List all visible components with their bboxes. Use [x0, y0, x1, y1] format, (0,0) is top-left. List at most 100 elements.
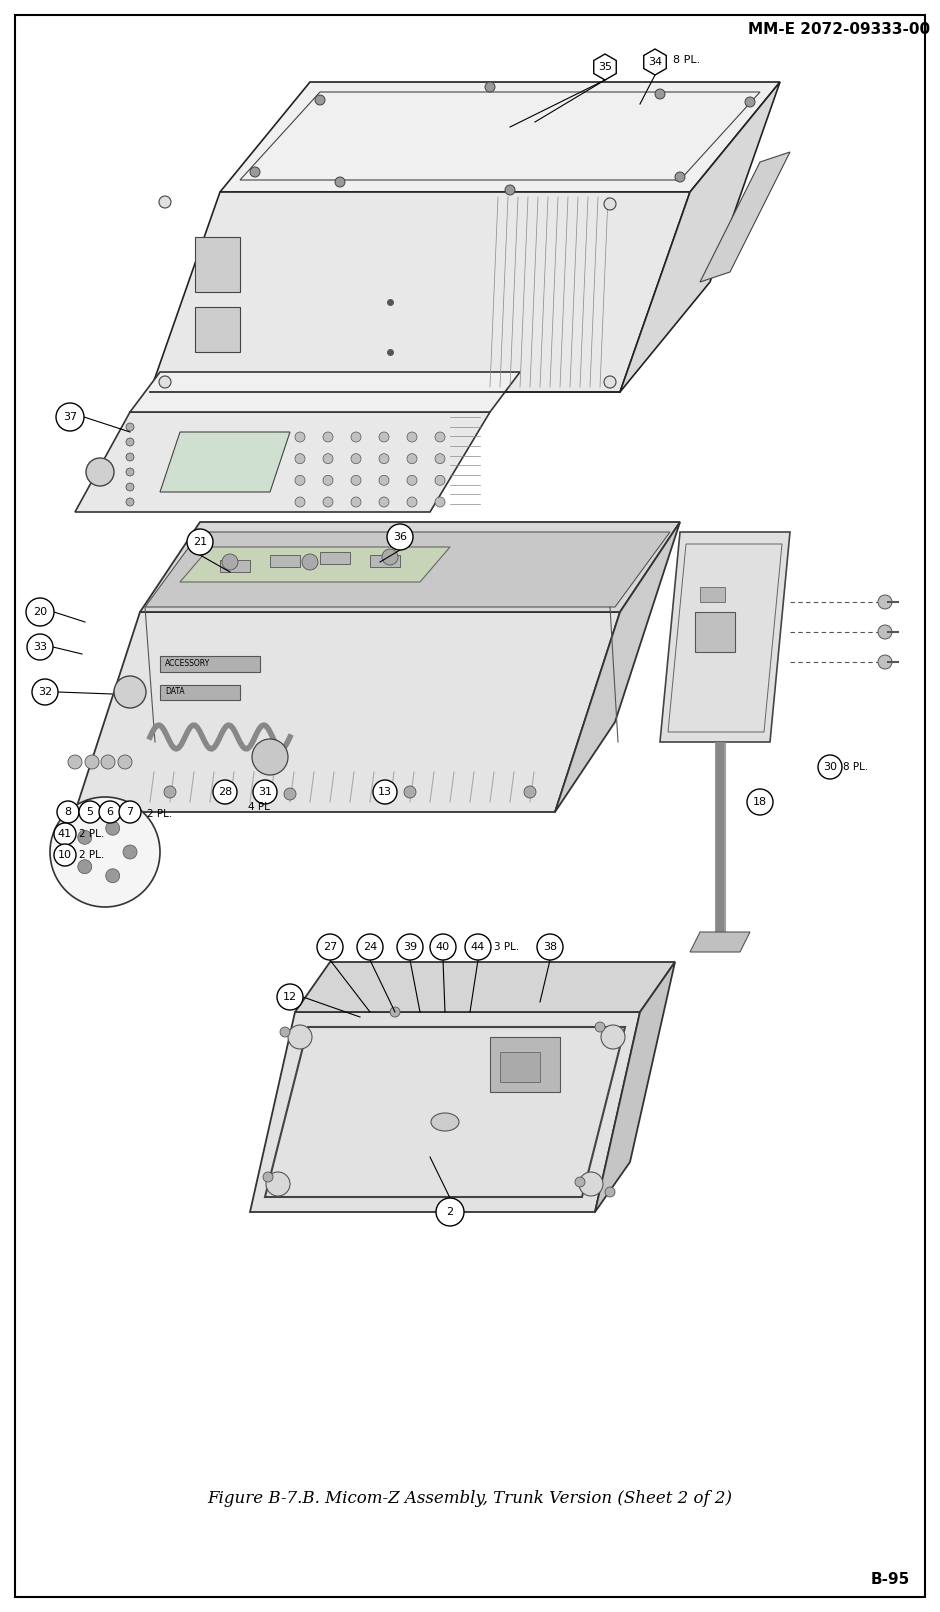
Circle shape	[595, 1022, 605, 1032]
Circle shape	[266, 1172, 290, 1196]
Polygon shape	[700, 152, 790, 282]
Circle shape	[123, 845, 137, 859]
Circle shape	[126, 438, 134, 447]
Polygon shape	[295, 962, 675, 1012]
Bar	[700, 587, 725, 601]
Circle shape	[387, 524, 413, 550]
Text: 3 PL.: 3 PL.	[494, 941, 519, 953]
Text: 8 PL.: 8 PL.	[843, 762, 869, 772]
Circle shape	[277, 983, 303, 1011]
Circle shape	[407, 496, 417, 508]
Circle shape	[78, 859, 92, 874]
Polygon shape	[160, 432, 290, 492]
Circle shape	[118, 754, 132, 769]
Circle shape	[404, 787, 416, 798]
Text: 39: 39	[403, 941, 417, 953]
Polygon shape	[75, 613, 620, 812]
Circle shape	[390, 1008, 400, 1017]
Text: 21: 21	[193, 537, 207, 546]
Bar	[195, 237, 240, 292]
Circle shape	[85, 754, 99, 769]
Text: 7: 7	[127, 808, 133, 817]
Text: 37: 37	[63, 413, 77, 422]
Circle shape	[86, 458, 114, 485]
Circle shape	[126, 498, 134, 506]
Circle shape	[604, 198, 616, 210]
Circle shape	[878, 595, 892, 609]
Text: 18: 18	[753, 796, 767, 808]
Circle shape	[878, 654, 892, 669]
Circle shape	[323, 432, 333, 442]
Circle shape	[32, 679, 58, 704]
Circle shape	[579, 1172, 603, 1196]
Polygon shape	[145, 532, 670, 608]
Circle shape	[159, 376, 171, 388]
Circle shape	[485, 82, 495, 92]
Text: 5: 5	[86, 808, 93, 817]
Circle shape	[105, 869, 119, 883]
Circle shape	[250, 168, 260, 177]
Text: 6: 6	[106, 808, 114, 817]
Circle shape	[379, 496, 389, 508]
Text: 20: 20	[33, 608, 47, 617]
Circle shape	[68, 754, 82, 769]
Circle shape	[126, 484, 134, 492]
Circle shape	[78, 830, 92, 845]
Circle shape	[252, 738, 288, 775]
Text: 33: 33	[33, 642, 47, 651]
Circle shape	[54, 845, 76, 866]
Circle shape	[302, 555, 318, 571]
Polygon shape	[75, 413, 490, 513]
Circle shape	[315, 95, 325, 105]
Circle shape	[335, 177, 345, 187]
Text: 30: 30	[823, 762, 837, 772]
Circle shape	[745, 97, 755, 106]
Circle shape	[79, 801, 101, 824]
Circle shape	[119, 801, 141, 824]
Circle shape	[323, 496, 333, 508]
Circle shape	[351, 496, 361, 508]
Circle shape	[105, 821, 119, 835]
Circle shape	[379, 476, 389, 485]
Ellipse shape	[431, 1112, 459, 1132]
Polygon shape	[180, 546, 450, 582]
Circle shape	[222, 555, 238, 571]
Text: B-95: B-95	[870, 1572, 910, 1586]
Polygon shape	[250, 1012, 640, 1212]
Polygon shape	[620, 82, 780, 392]
Circle shape	[604, 376, 616, 388]
Text: 2 PL.: 2 PL.	[79, 829, 104, 838]
Circle shape	[317, 933, 343, 961]
Bar	[370, 555, 400, 567]
Bar	[195, 306, 240, 351]
Circle shape	[50, 796, 160, 908]
Text: 27: 27	[322, 941, 337, 953]
Bar	[490, 1037, 560, 1091]
Circle shape	[323, 476, 333, 485]
Circle shape	[435, 453, 445, 464]
Circle shape	[435, 432, 445, 442]
Polygon shape	[140, 522, 680, 613]
Bar	[160, 656, 260, 672]
Circle shape	[407, 476, 417, 485]
Circle shape	[295, 453, 305, 464]
Circle shape	[56, 403, 84, 430]
Circle shape	[435, 496, 445, 508]
Circle shape	[818, 754, 842, 779]
Circle shape	[295, 432, 305, 442]
Polygon shape	[150, 192, 690, 392]
Circle shape	[101, 754, 115, 769]
Circle shape	[280, 1027, 290, 1037]
Text: MM-E 2072-09333-00: MM-E 2072-09333-00	[748, 23, 930, 37]
Circle shape	[323, 453, 333, 464]
Circle shape	[126, 453, 134, 461]
Circle shape	[379, 453, 389, 464]
Text: ACCESSORY: ACCESSORY	[165, 659, 211, 669]
Text: 28: 28	[218, 787, 232, 796]
Circle shape	[99, 801, 121, 824]
Polygon shape	[595, 962, 675, 1212]
Circle shape	[407, 432, 417, 442]
Polygon shape	[594, 53, 617, 81]
Text: Figure B-7.B. Micom-Z Assembly, Trunk Version (Sheet 2 of 2): Figure B-7.B. Micom-Z Assembly, Trunk Ve…	[208, 1489, 732, 1507]
Circle shape	[126, 422, 134, 430]
